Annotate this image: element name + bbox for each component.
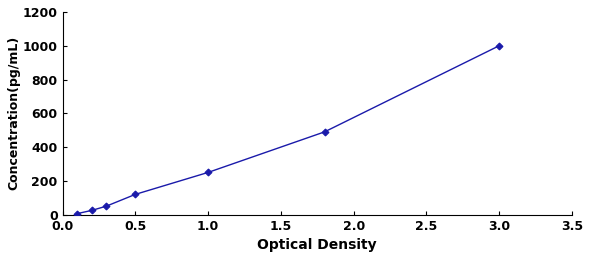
X-axis label: Optical Density: Optical Density [257,238,377,252]
Y-axis label: Concentration(pg/mL): Concentration(pg/mL) [7,36,20,190]
